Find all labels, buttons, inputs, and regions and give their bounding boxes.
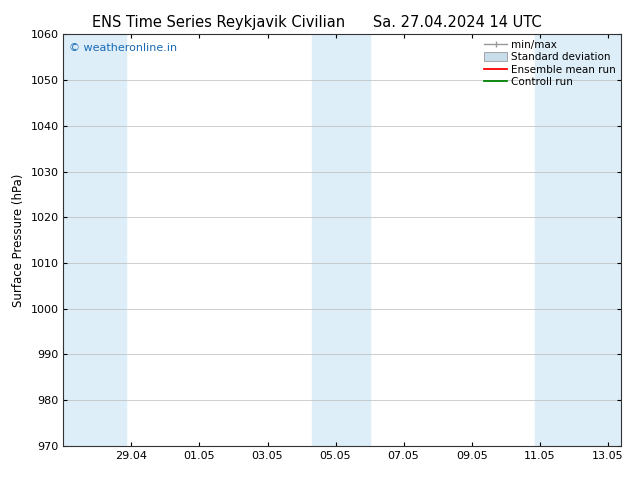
Bar [312, 34, 370, 446]
Text: © weatheronline.in: © weatheronline.in [69, 43, 177, 52]
Y-axis label: Surface Pressure (hPa): Surface Pressure (hPa) [12, 173, 25, 307]
Bar [63, 34, 126, 446]
Text: ENS Time Series Reykjavik Civilian      Sa. 27.04.2024 14 UTC: ENS Time Series Reykjavik Civilian Sa. 2… [92, 15, 542, 30]
Bar [534, 34, 621, 446]
Legend: min/max, Standard deviation, Ensemble mean run, Controll run: min/max, Standard deviation, Ensemble me… [482, 37, 618, 89]
